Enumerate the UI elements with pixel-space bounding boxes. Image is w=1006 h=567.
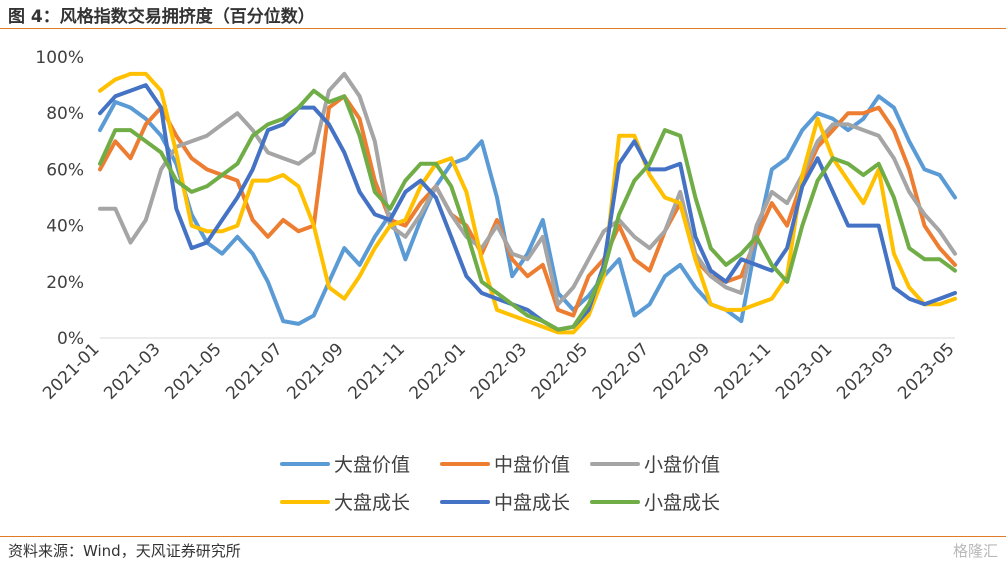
y-tick-label: 80% — [46, 104, 84, 124]
series-line — [98, 88, 957, 332]
chart: 0% 20% 40% 60% 80% 100% 2021-012021-032021-05… — [35, 48, 959, 514]
series-lines — [98, 71, 957, 335]
x-tick-label: 2021-03 — [100, 339, 164, 403]
y-tick-label: 20% — [46, 273, 84, 293]
x-tick-label: 2023-05 — [894, 339, 958, 403]
x-tick-label: 2022-09 — [650, 339, 714, 403]
x-tick-label: 2022-05 — [528, 339, 592, 403]
x-tick-label: 2022-03 — [467, 339, 531, 403]
series-line — [98, 83, 957, 332]
legend-label: 中盘成长 — [494, 492, 570, 514]
y-tick-label: 60% — [46, 160, 84, 180]
series-line — [98, 94, 957, 326]
legend-label: 大盘成长 — [334, 492, 410, 514]
chart-title: 图 4：风格指数交易拥挤度（百分位数） — [8, 7, 315, 27]
series-line — [98, 71, 957, 307]
legend-label: 小盘价值 — [644, 454, 720, 476]
x-tick-label: 2022-07 — [589, 339, 653, 403]
y-axis: 0% 20% 40% 60% 80% 100% — [35, 48, 84, 349]
x-tick-label: 2022-11 — [711, 339, 775, 403]
y-tick-label: 40% — [46, 217, 84, 237]
x-tick-label: 2021-11 — [345, 339, 409, 403]
legend-label: 大盘价值 — [334, 454, 410, 476]
x-tick-label: 2021-01 — [39, 339, 103, 403]
source-note: 资料来源：Wind，天风证券研究所 — [8, 542, 241, 560]
y-tick-label: 100% — [35, 48, 84, 68]
x-tick-label: 2021-05 — [161, 339, 225, 403]
watermark-logo: 格隆汇 — [952, 542, 998, 560]
legend-label: 小盘成长 — [644, 492, 720, 514]
x-tick-label: 2023-03 — [833, 339, 897, 403]
y-tick-label: 0% — [57, 329, 84, 349]
x-axis: 2021-012021-032021-052021-072021-092021-… — [39, 337, 959, 404]
x-tick-label: 2023-01 — [772, 339, 836, 403]
x-tick-label: 2021-09 — [283, 339, 347, 403]
x-tick-label: 2022-01 — [406, 339, 470, 403]
series-line — [98, 71, 957, 335]
source-divider — [0, 536, 1006, 537]
series-line — [98, 94, 957, 318]
title-divider — [0, 28, 1006, 29]
x-tick-label: 2021-07 — [222, 339, 286, 403]
legend-label: 中盘价值 — [494, 454, 570, 476]
